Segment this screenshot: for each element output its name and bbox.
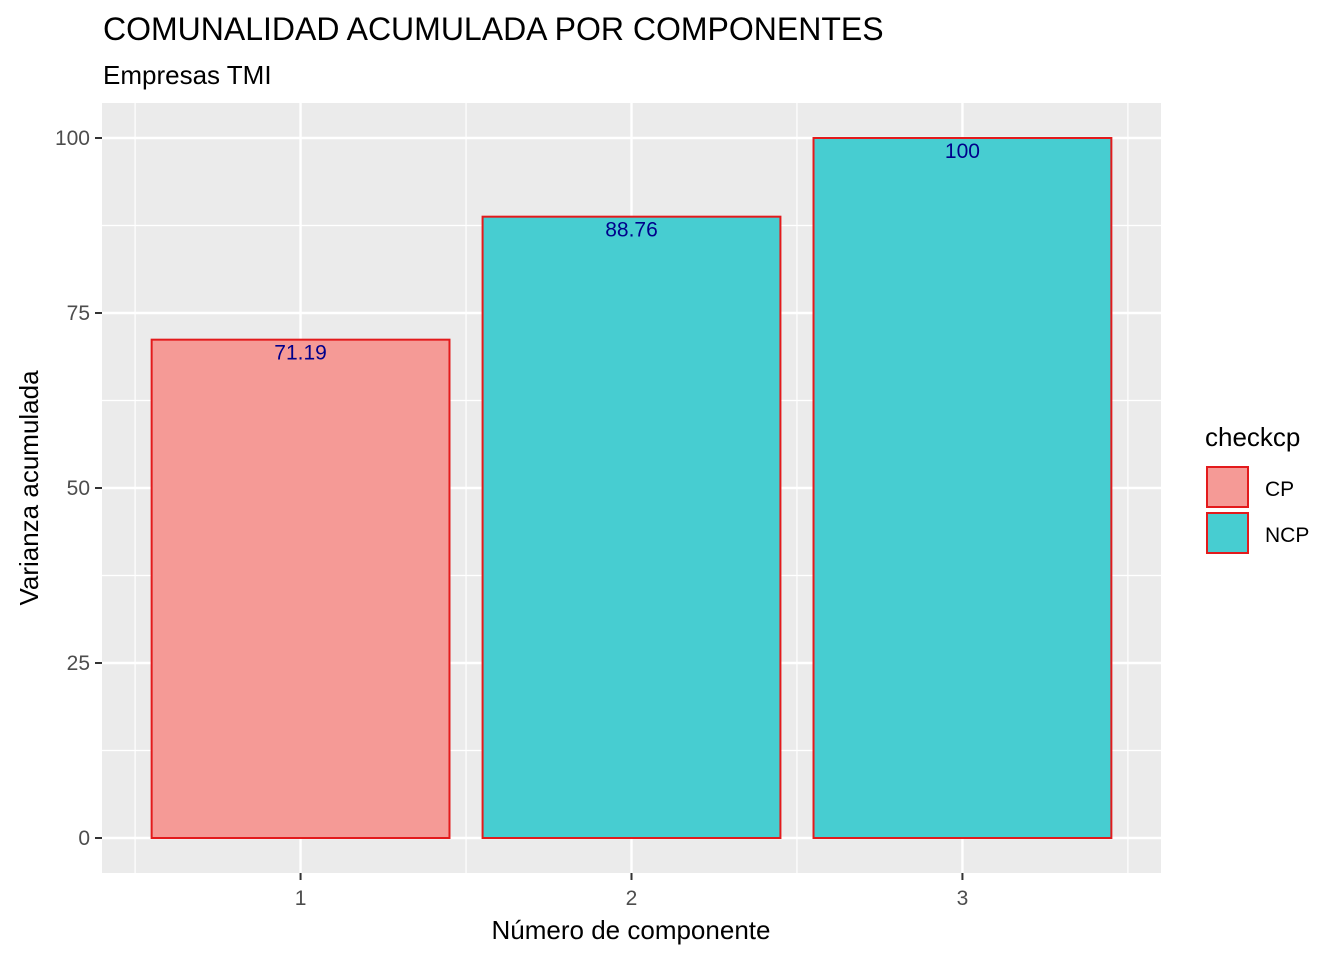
data-label-2: 88.76 <box>605 219 658 242</box>
x-axis-title: Número de componente <box>492 915 771 945</box>
data-label-1: 71.19 <box>274 342 327 365</box>
legend-label-NCP: NCP <box>1265 524 1309 547</box>
legend-label-CP: CP <box>1265 478 1294 501</box>
x-tick-label: 3 <box>957 887 969 910</box>
chart-subtitle: Empresas TMI <box>103 60 272 90</box>
y-axis-title: Varianza acumulada <box>14 370 44 606</box>
x-tick-label: 2 <box>626 887 638 910</box>
x-tick-label: 1 <box>295 887 307 910</box>
bar-2 <box>481 215 782 839</box>
y-tick-label: 0 <box>78 827 90 850</box>
data-labels: 71.19 88.76 100 <box>274 140 980 365</box>
bar-3 <box>812 137 1113 839</box>
bar-1 <box>150 338 451 839</box>
y-axis: 0 25 50 75 100 <box>55 127 102 850</box>
data-label-3: 100 <box>945 140 980 163</box>
legend-title: checkcp <box>1205 422 1300 452</box>
y-tick-label: 25 <box>67 652 90 675</box>
y-tick-label: 100 <box>55 127 90 150</box>
legend-key-NCP <box>1206 512 1249 554</box>
legend-key-CP <box>1206 466 1249 508</box>
chart-title: COMUNALIDAD ACUMULADA POR COMPONENTES <box>103 11 884 47</box>
y-tick-label: 75 <box>67 302 90 325</box>
bars <box>150 137 1113 839</box>
y-tick-label: 50 <box>67 477 90 500</box>
x-axis: 1 2 3 <box>295 873 969 910</box>
legend: checkcp CP NCP <box>1205 422 1309 554</box>
